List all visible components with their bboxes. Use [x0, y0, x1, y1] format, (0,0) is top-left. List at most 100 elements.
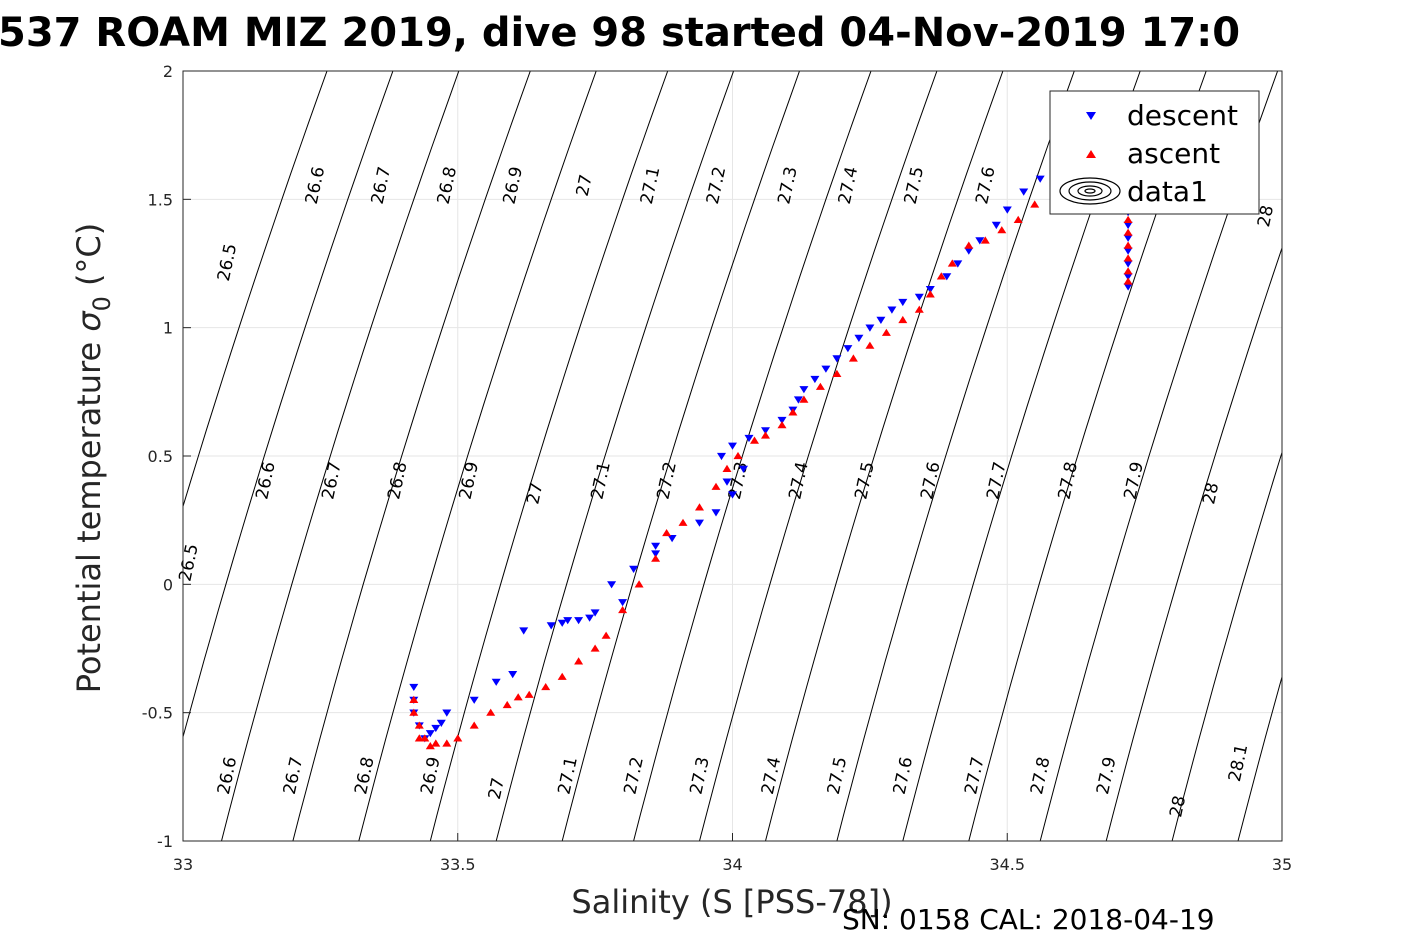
isopycnal-line	[1237, 675, 1282, 841]
ascent-point	[442, 739, 452, 747]
ascent-point	[425, 742, 435, 750]
descent-point	[744, 434, 754, 443]
descent-point	[425, 730, 435, 738]
descent-point	[651, 542, 661, 550]
descent-point	[865, 324, 875, 332]
descent-point	[557, 619, 567, 627]
isopycnal-line	[765, 71, 1004, 841]
descent-point	[914, 293, 924, 301]
ascent-point	[513, 693, 523, 701]
chart-title: 537 ROAM MIZ 2019, dive 98 started 04-No…	[0, 10, 1240, 56]
descent-point	[711, 509, 721, 517]
ascent-point	[651, 554, 661, 562]
y-tick-label: -1	[157, 832, 173, 851]
ascent-point	[815, 382, 825, 390]
ascent-point	[925, 290, 935, 298]
ascent-point	[618, 606, 628, 614]
descent-point	[761, 427, 770, 435]
ascent-point	[431, 739, 441, 747]
x-tick-label: 34.5	[989, 855, 1025, 874]
descent-point	[898, 298, 908, 307]
x-tick-label: 33	[173, 855, 193, 874]
ascent-point	[733, 451, 743, 460]
descent-point	[1019, 188, 1029, 196]
ascent-point	[469, 721, 479, 729]
ascent-point	[997, 226, 1007, 234]
descent-point	[590, 609, 600, 617]
descent-point	[722, 478, 732, 486]
y-axis-label-text: Potential temperature	[70, 342, 108, 694]
descent-point	[832, 355, 842, 363]
descent-point	[469, 696, 479, 704]
descent-point	[431, 724, 441, 733]
isopycnal-line	[292, 71, 531, 841]
isopycnal-line	[836, 71, 1075, 841]
descent-point	[810, 375, 820, 384]
ascent-point	[1123, 215, 1133, 223]
ascent-point	[601, 631, 611, 639]
descent-point	[953, 260, 963, 268]
ascent-point	[557, 672, 567, 680]
descent-point	[442, 709, 452, 717]
ascent-point	[711, 482, 721, 490]
x-tick-label: 33.5	[440, 855, 476, 874]
y-tick-label: -0.5	[142, 704, 173, 723]
descent-point	[799, 386, 809, 394]
isopycnal-line	[358, 71, 597, 841]
descent-point	[607, 581, 617, 589]
isopycnal-line	[561, 71, 800, 841]
descent-point	[618, 599, 628, 607]
ascent-point	[1123, 254, 1133, 262]
isopycnal-line	[633, 71, 872, 841]
descent-point	[1123, 283, 1133, 291]
ascent-point	[678, 518, 688, 526]
ascent-point	[541, 683, 551, 691]
y-axis-label: Potential temperature σ0 (°C)	[70, 223, 116, 694]
descent-point	[667, 535, 677, 543]
ascent-point	[1123, 228, 1133, 236]
ascent-point	[980, 236, 990, 244]
legend-descent-marker	[1086, 112, 1096, 120]
ascent-point	[486, 708, 496, 716]
descent-point	[695, 519, 704, 527]
descent-point	[942, 273, 952, 281]
descent-point	[1123, 234, 1133, 242]
legend: descent ascent data1	[1049, 90, 1260, 215]
x-tick-label: 34	[722, 855, 742, 874]
ascent-point	[1013, 215, 1023, 223]
y-axis-label-subscript: 0	[88, 296, 116, 311]
y-tick-label: 1.5	[148, 190, 173, 209]
ascent-point	[936, 272, 946, 280]
contour-label: 28	[1166, 794, 1190, 819]
ascent-point	[788, 408, 798, 416]
y-tick-label: 1	[163, 319, 173, 338]
descent-point	[563, 617, 573, 625]
descent-point	[491, 678, 501, 686]
descent-point	[843, 345, 853, 353]
descent-point	[1002, 206, 1012, 214]
contour-label: 27	[523, 481, 547, 506]
descent-point	[1123, 247, 1133, 255]
ascent-point	[502, 700, 512, 709]
ascent-point	[662, 529, 672, 537]
y-tick-label: 2	[163, 62, 173, 81]
ascent-point	[777, 421, 787, 429]
descent-point	[821, 365, 831, 373]
descent-point	[574, 617, 584, 625]
isopycnal-line	[221, 71, 460, 841]
descent-point	[629, 565, 639, 573]
ascent-series	[409, 169, 1133, 750]
density-contours	[183, 71, 1417, 841]
y-axis-ticks: -1 -0.5 0 0.5 1 1.5 2	[142, 62, 191, 851]
descent-point	[876, 316, 886, 324]
x-axis-label: Salinity (S [PSS-78])	[571, 883, 892, 921]
ascent-point	[414, 721, 424, 729]
descent-point	[887, 306, 897, 314]
isopycnal-line	[1310, 71, 1417, 841]
legend-descent-label: descent	[1127, 99, 1238, 132]
legend-data1-label: data1	[1127, 175, 1208, 208]
descent-point	[1123, 221, 1133, 230]
isopycnal-line	[429, 71, 669, 841]
isopycnal-line	[495, 71, 735, 841]
